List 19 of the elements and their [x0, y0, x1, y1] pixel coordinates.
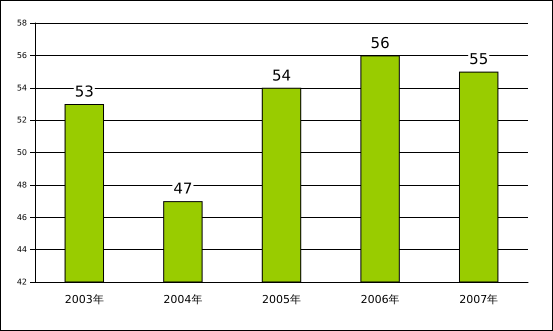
data-label: 54	[272, 66, 292, 84]
data-label: 47	[173, 180, 192, 198]
y-tick-label: 42	[16, 278, 27, 286]
data-label: 55	[469, 50, 488, 68]
data-label: 53	[74, 82, 94, 100]
y-tick-label: 56	[16, 50, 27, 60]
y-tick-label: 48	[16, 180, 27, 190]
y-tick-label: 52	[16, 116, 27, 125]
x-tick-label: 2007年	[459, 293, 498, 306]
y-tick-label: 46	[16, 212, 27, 222]
x-tick-label: 2004年	[163, 293, 202, 306]
y-tick-label: 44	[16, 245, 27, 254]
y-tick-label: 54	[16, 83, 27, 92]
y-tick-label: 58	[16, 18, 27, 28]
x-tick-label: 2005年	[262, 293, 301, 306]
x-tick-label: 2003年	[64, 293, 104, 306]
y-tick-label: 50	[16, 148, 27, 157]
data-label: 56	[370, 34, 390, 52]
x-tick-label: 2006年	[360, 293, 400, 306]
